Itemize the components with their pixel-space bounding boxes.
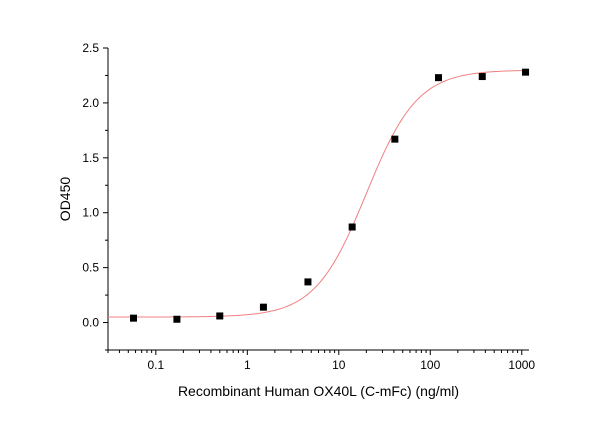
fit-curve (108, 69, 530, 318)
data-point (348, 223, 356, 231)
x-tick-label: 10 (332, 358, 346, 372)
y-tick-label: 0.5 (82, 261, 99, 275)
x-tick-label: 0.1 (147, 358, 164, 372)
x-tick-label: 1 (244, 358, 251, 372)
data-point (522, 68, 530, 76)
data-point (259, 303, 267, 311)
x-tick-label: 1000 (508, 358, 535, 372)
y-tick-label: 1.0 (82, 206, 99, 220)
data-point (478, 73, 486, 81)
fit-curve-layer (108, 69, 530, 318)
axes: 0.0 0.5 1.0 1.5 2.0 2.5 0.1 1 10 100 1000 (82, 41, 535, 372)
data-point (391, 135, 399, 143)
data-point (304, 278, 312, 286)
y-tick-label: 2.0 (82, 96, 99, 110)
x-tick-label: 100 (420, 358, 440, 372)
data-point (216, 312, 224, 320)
data-point (130, 314, 138, 322)
data-point (173, 315, 181, 323)
y-tick-label: 0.0 (82, 316, 99, 330)
y-tick-label: 1.5 (82, 151, 99, 165)
y-axis-title: OD450 (57, 177, 73, 222)
data-point (435, 74, 443, 82)
axis-labels-layer: Recombinant Human OX40L (C-mFc) (ng/ml) … (57, 177, 459, 399)
y-tick-label: 2.5 (82, 41, 99, 55)
data-points-layer (130, 68, 530, 323)
x-axis-title: Recombinant Human OX40L (C-mFc) (ng/ml) (178, 383, 459, 399)
